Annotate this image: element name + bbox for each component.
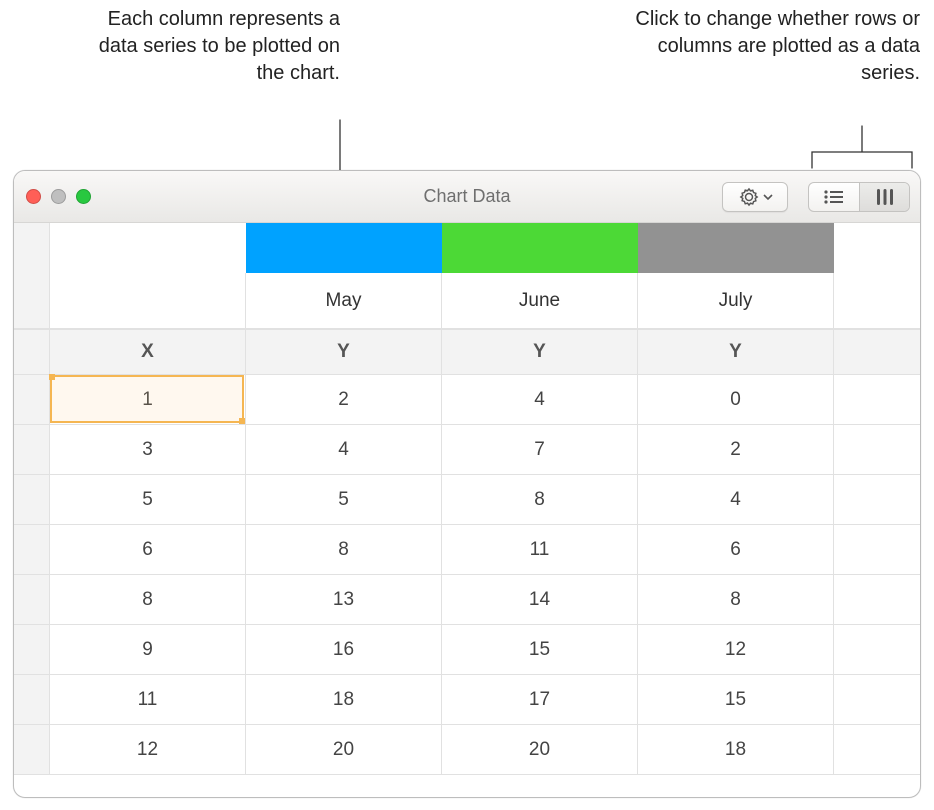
axis-label-row: X Y Y Y [14,329,920,375]
cell-y[interactable]: 20 [442,725,638,774]
table-row: 9161512 [14,625,920,675]
settings-gear-button[interactable] [722,182,788,212]
plot-orientation-segment [808,182,910,212]
series-color-row [14,223,920,273]
cell-y[interactable]: 2 [638,425,834,474]
window-traffic-lights [26,189,91,204]
axis-label-y: Y [246,330,442,374]
cell-y[interactable]: 2 [246,375,442,424]
window-minimize-button[interactable] [51,189,66,204]
gear-icon [738,186,760,208]
chevron-down-icon [763,192,773,202]
series-label-row: May June July [14,273,920,329]
cell-y[interactable]: 16 [246,625,442,674]
cell-y[interactable]: 4 [442,375,638,424]
cell-x[interactable]: 5 [50,475,246,524]
cell-x[interactable]: 9 [50,625,246,674]
cell-y[interactable]: 8 [442,475,638,524]
cell-y[interactable]: 4 [638,475,834,524]
cell-y[interactable]: 7 [442,425,638,474]
cell-y[interactable]: 12 [638,625,834,674]
axis-label-y: Y [442,330,638,374]
cell-y[interactable]: 8 [246,525,442,574]
table-row: 11181715 [14,675,920,725]
cell-y[interactable]: 0 [638,375,834,424]
plot-columns-button[interactable] [859,183,909,211]
cell-y[interactable]: 20 [246,725,442,774]
series-color-swatch[interactable] [442,223,638,273]
series-color-swatch[interactable] [246,223,442,273]
cell-y[interactable]: 13 [246,575,442,624]
cell-y[interactable]: 14 [442,575,638,624]
cell-x[interactable]: 12 [50,725,246,774]
window-zoom-button[interactable] [76,189,91,204]
window-titlebar: Chart Data [14,171,920,223]
table-row: 5584 [14,475,920,525]
cell-y[interactable]: 6 [638,525,834,574]
callout-columns: Each column represents a data series to … [70,6,340,87]
table-row: 3472 [14,425,920,475]
cell-x[interactable]: 11 [50,675,246,724]
cell-y[interactable]: 15 [638,675,834,724]
cell-x[interactable]: 8 [50,575,246,624]
cell-y[interactable]: 4 [246,425,442,474]
axis-label-y: Y [638,330,834,374]
table-row: 813148 [14,575,920,625]
cell-y[interactable]: 11 [442,525,638,574]
window-close-button[interactable] [26,189,41,204]
cell-y[interactable]: 18 [246,675,442,724]
series-color-swatch[interactable] [638,223,834,273]
cell-x[interactable]: 3 [50,425,246,474]
table-row: 68116 [14,525,920,575]
cell-y[interactable]: 17 [442,675,638,724]
callout-toggle: Click to change whether rows or columns … [620,6,920,87]
series-header[interactable]: May [246,273,442,328]
cell-y[interactable]: 8 [638,575,834,624]
columns-icon [875,188,895,206]
series-header[interactable]: July [638,273,834,328]
cell-y[interactable]: 18 [638,725,834,774]
cell-x[interactable]: 1 [50,375,246,424]
table-row: 1240 [14,375,920,425]
cell-y[interactable]: 5 [246,475,442,524]
cell-y[interactable]: 15 [442,625,638,674]
cell-x[interactable]: 6 [50,525,246,574]
plot-rows-button[interactable] [809,183,859,211]
data-grid: May June July X Y Y Y 124034725584681168… [14,223,920,797]
rows-icon [823,189,845,205]
axis-label-x: X [50,330,246,374]
table-row: 12202018 [14,725,920,775]
series-header[interactable]: June [442,273,638,328]
chart-data-window: Chart Data [13,170,921,798]
